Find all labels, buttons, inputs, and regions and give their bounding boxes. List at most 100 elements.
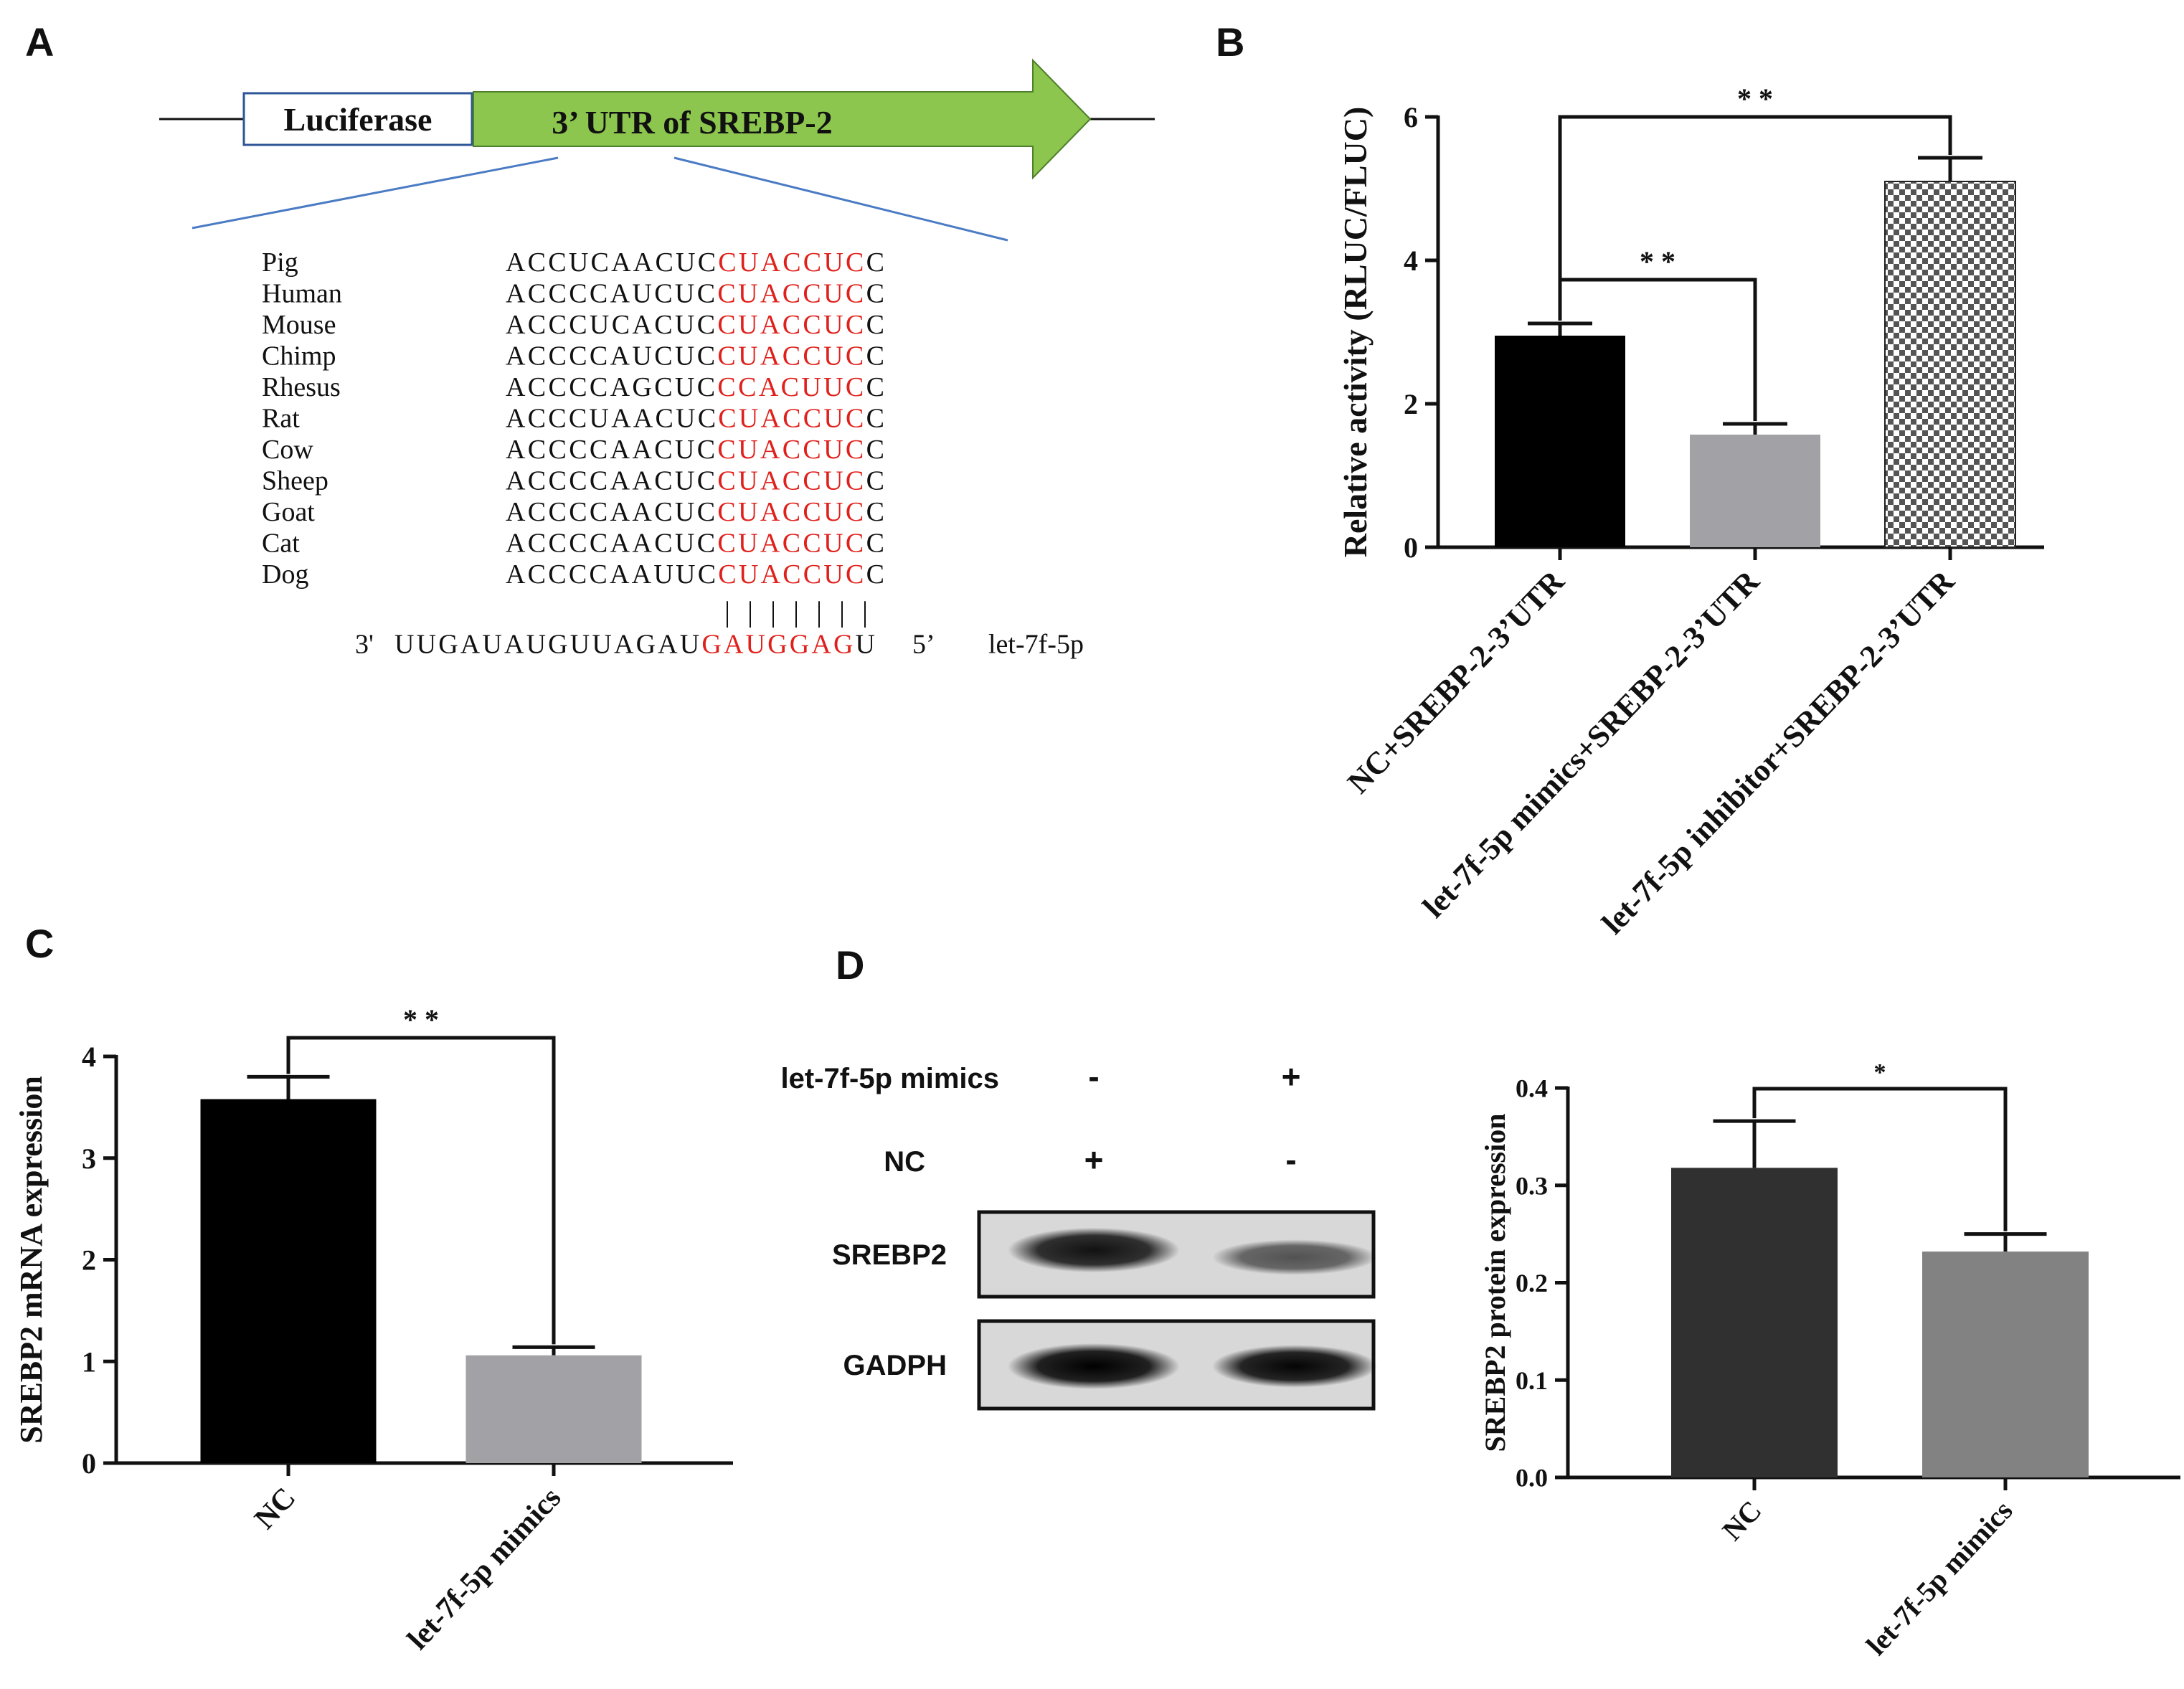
sequence-tail: C xyxy=(866,435,884,465)
bar xyxy=(1495,336,1625,547)
y-tick-label: 0.0 xyxy=(1516,1464,1548,1492)
blot-band-label: SREBP2 xyxy=(832,1239,947,1271)
species-label: Cow xyxy=(262,435,313,465)
panel-letter-a: A xyxy=(25,19,54,65)
blot-band-lane2 xyxy=(1212,1239,1377,1275)
species-label: Human xyxy=(262,279,342,309)
mirna-3prime: 3' xyxy=(355,630,374,660)
bar xyxy=(1922,1252,2089,1477)
sequence-row: ACCCUCACUCCUACCUCC xyxy=(506,310,884,340)
sequence-tail: C xyxy=(866,466,884,496)
sequence-tail: C xyxy=(866,310,884,340)
sequence-seed: CUACCUC xyxy=(717,497,864,527)
blot-band-label: GADPH xyxy=(843,1350,947,1381)
x-tick-label: let-7f-5p mimics xyxy=(402,1481,568,1656)
luciferase-label: Luciferase xyxy=(284,101,432,138)
x-tick-label: let-7f-5p mimics xyxy=(1860,1494,2019,1661)
sequence-seed: CUACCUC xyxy=(717,279,864,309)
bar xyxy=(1884,181,2016,548)
sequence-tail: C xyxy=(866,497,884,527)
species-label: Chimp xyxy=(262,341,336,372)
species-label: Mouse xyxy=(262,310,336,340)
y-tick-label: 0.3 xyxy=(1516,1171,1548,1200)
blot-condition-label: let-7f-5p mimics xyxy=(780,1063,999,1094)
mirna-black: UUGAUAUGUUAGAU xyxy=(394,630,699,660)
sequence-black: ACCCCAAUUC xyxy=(506,559,716,590)
significance-label: * * xyxy=(1737,82,1773,115)
panel-letter-c: C xyxy=(25,921,54,966)
western-blot: let-7f-5p mimics - + NC + - SREBP2 GADPH xyxy=(780,1058,1377,1411)
y-tick-label: 0.1 xyxy=(1516,1366,1548,1395)
chart-c-mrna-expression: 0 1 2 3 4 SREBP2 mRNA expression NC let-7f-5p m… xyxy=(14,1003,733,1656)
y-tick-label: 6 xyxy=(1404,101,1418,133)
sequence-row: ACCUCAACUCCUACCUCC xyxy=(506,247,884,278)
base-pairing-lines: ||||||| xyxy=(724,596,868,628)
significance-label: * * xyxy=(1640,245,1675,278)
x-tick-label: let-7f-5p mimics+SREBP-2-3’UTR xyxy=(1416,563,1767,924)
sequence-row: ACCCCAACUCCUACCUCC xyxy=(506,466,884,496)
sequence-seed: CUACCUC xyxy=(717,435,864,465)
sequence-row: ACCCCAACUCCUACCUCC xyxy=(506,435,884,465)
sequence-black: ACCCCAUCUC xyxy=(506,341,715,372)
sequence-seed: CCACUUC xyxy=(717,372,864,402)
species-label: Sheep xyxy=(262,466,328,496)
sequence-seed: CUACCUC xyxy=(717,341,864,372)
blot-lane1-sign: - xyxy=(1088,1058,1099,1095)
sequence-tail: C xyxy=(866,559,884,590)
sequence-black: ACCCCAACUC xyxy=(506,466,715,496)
significance-label: * xyxy=(1874,1059,1886,1086)
y-tick-label: 1 xyxy=(82,1345,96,1378)
significance-label: * * xyxy=(403,1003,439,1036)
blot-band-lane1 xyxy=(1008,1227,1180,1273)
sequence-seed: CUACCUC xyxy=(718,247,864,278)
sequence-seed: CUACCUC xyxy=(717,466,864,496)
panel-letter-b: B xyxy=(1216,19,1244,65)
sequence-row: ACCCUAACUCCUACCUCC xyxy=(506,404,884,434)
y-tick-label: 0.2 xyxy=(1516,1269,1548,1297)
mirna-tail: U xyxy=(856,630,875,660)
species-label: Goat xyxy=(262,497,315,527)
bar xyxy=(1690,435,1820,547)
blot-lane1-sign: + xyxy=(1084,1141,1104,1178)
species-label: Cat xyxy=(262,529,300,559)
mirna-name: let-7f-5p xyxy=(988,630,1084,660)
blot-band-lane2 xyxy=(1212,1345,1377,1388)
sequence-tail: C xyxy=(866,372,884,402)
sequence-black: ACCCCAGCUC xyxy=(506,372,715,402)
significance-bracket xyxy=(1558,278,1757,421)
significance-bracket xyxy=(1752,1087,2008,1231)
y-tick-label: 2 xyxy=(1404,388,1418,420)
sequence-row: ACCCCAUCUCCUACCUCC xyxy=(506,279,884,309)
sequence-row: ACCCCAUCUCCUACCUCC xyxy=(506,341,884,372)
y-tick-label: 0 xyxy=(1404,531,1418,564)
sequence-row: ACCCCAGCUCCCACUUCC xyxy=(506,372,884,402)
x-tick-label: NC+SREBP-2-3’UTR xyxy=(1341,563,1571,800)
blot-lane2-sign: + xyxy=(1282,1058,1301,1095)
significance-bracket xyxy=(286,1036,556,1345)
sequence-row: ACCCCAACUCCUACCUCC xyxy=(506,497,884,527)
sequence-tail: C xyxy=(866,247,884,278)
mirna-seed: GAUGGAG xyxy=(701,630,853,660)
sequence-black: ACCCCAACUC xyxy=(506,497,715,527)
species-label: Rhesus xyxy=(262,372,341,402)
y-tick-label: 0 xyxy=(82,1447,96,1480)
sequence-seed: CUACCUC xyxy=(718,404,864,434)
sequence-tail: C xyxy=(866,404,884,434)
species-label: Dog xyxy=(262,559,308,590)
bar xyxy=(200,1099,377,1463)
panel-a: Luciferase 3’ UTR of SREBP-2 Pig ACCUCAAC… xyxy=(159,58,1155,660)
blot-band-lane1 xyxy=(1008,1343,1180,1389)
sequence-seed: CUACCUC xyxy=(717,310,864,340)
sequence-row: ACCCCAACUCCUACCUCC xyxy=(506,529,884,559)
bar xyxy=(465,1355,642,1463)
x-tick-label: let-7f-5p inhibitor+SREBP-2-3’UTR xyxy=(1595,563,1962,941)
sequence-black: ACCCCAACUC xyxy=(506,529,715,559)
x-tick-label: NC xyxy=(1716,1494,1767,1546)
luciferase-box xyxy=(242,92,473,146)
sequence-tail: C xyxy=(866,341,884,372)
y-axis-label: Relative activity (RLUC/FLUC) xyxy=(1337,107,1374,558)
chart-b-relative-activity: 0 2 4 6 Relative activity (RLUC/FLUC) NC+SREB… xyxy=(1337,82,2044,941)
sequence-seed: CUACCUC xyxy=(717,529,864,559)
